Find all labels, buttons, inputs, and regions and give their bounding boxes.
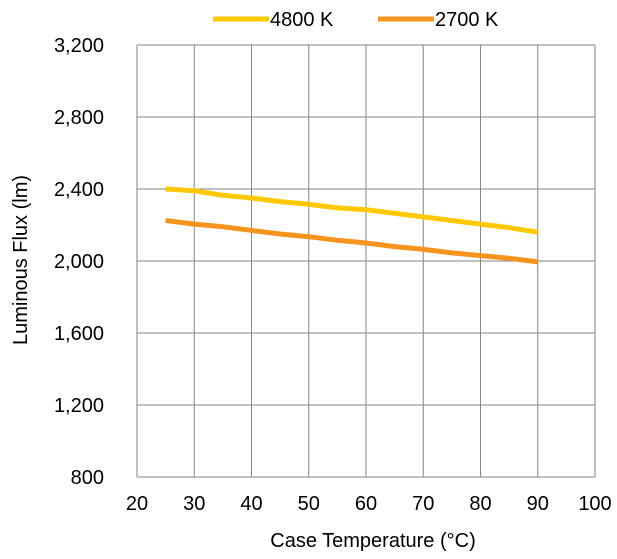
x-tick-label: 80 — [469, 493, 491, 515]
x-tick-label: 60 — [355, 493, 377, 515]
legend: 4800 K 2700 K — [213, 9, 499, 31]
series-line-4800-k — [165, 186, 539, 235]
x-tick-label: 20 — [126, 493, 148, 515]
y-tick-label: 3,200 — [54, 35, 104, 57]
y-tick-label: 2,800 — [54, 107, 104, 129]
y-tick-label: 2,000 — [54, 251, 104, 273]
y-axis-ticks: 800 1,200 1,600 2,000 2,400 2,800 3,200 — [54, 35, 104, 489]
legend-label-4800-k: 4800 K — [270, 9, 334, 31]
x-tick-label: 90 — [527, 493, 549, 515]
x-axis-ticks: 20 30 40 50 60 70 80 90 100 — [126, 493, 612, 515]
y-tick-label: 2,400 — [54, 179, 104, 201]
x-axis-title: Case Temperature (°C) — [270, 530, 475, 552]
x-tick-label: 40 — [240, 493, 262, 515]
x-tick-label: 70 — [412, 493, 434, 515]
y-axis-title: Luminous Flux (lm) — [10, 175, 32, 345]
y-tick-label: 1,200 — [54, 395, 104, 417]
x-tick-label: 100 — [578, 493, 611, 515]
series-lines — [165, 186, 539, 265]
series-line-2700-k — [165, 218, 539, 265]
x-tick-label: 30 — [183, 493, 205, 515]
legend-label-2700-k: 2700 K — [435, 9, 499, 31]
y-tick-label: 800 — [71, 467, 104, 489]
x-tick-label: 50 — [298, 493, 320, 515]
y-tick-label: 1,600 — [54, 323, 104, 345]
